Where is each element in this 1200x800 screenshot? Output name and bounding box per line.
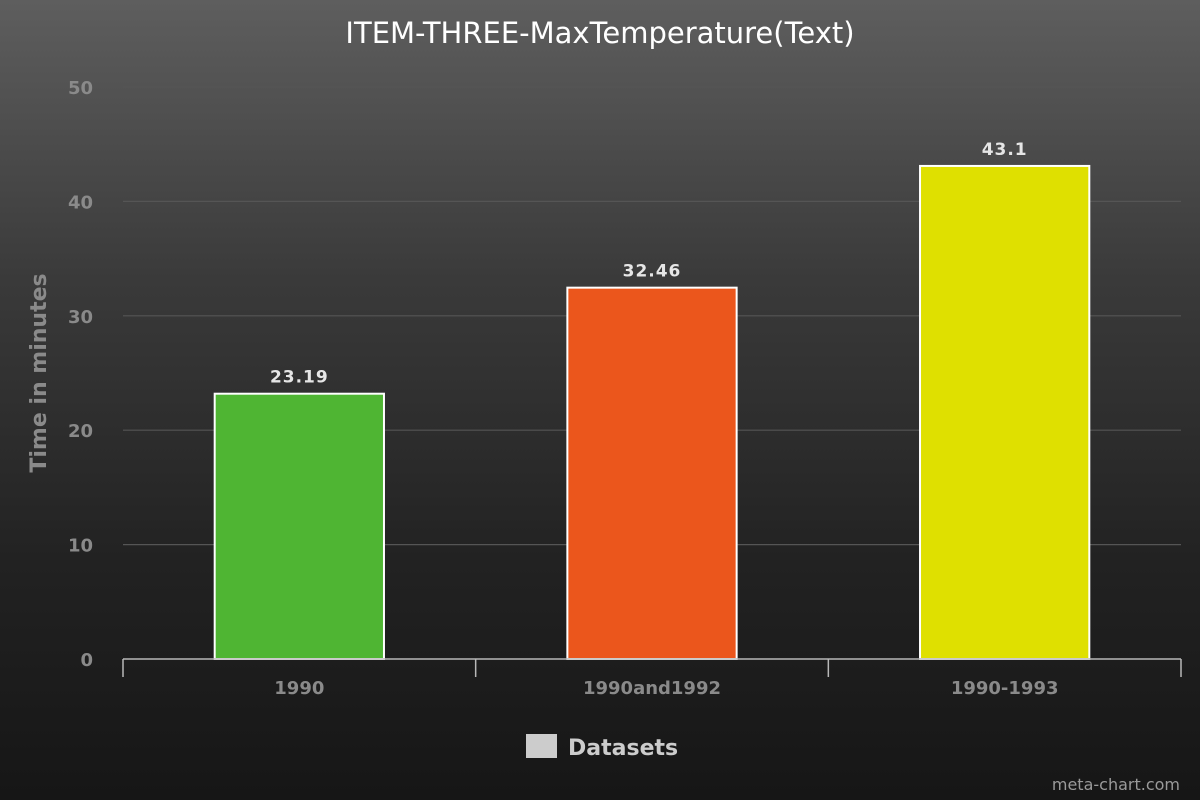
bars [213, 164, 1091, 660]
chart-title: ITEM-THREE-MaxTemperature(Text) [345, 16, 854, 50]
bar[interactable] [213, 392, 385, 660]
data-label: 23.19 [270, 368, 329, 388]
data-label: 32.46 [623, 262, 682, 282]
y-tick-label: 0 [80, 650, 93, 671]
legend[interactable]: Datasets [526, 734, 678, 761]
bar[interactable] [566, 286, 738, 660]
y-tick-label: 50 [68, 78, 93, 99]
bar[interactable] [919, 164, 1091, 660]
y-tick-label: 20 [68, 421, 93, 442]
x-tick-label: 1990and1992 [583, 678, 721, 699]
value-labels: 23.19 32.46 43.1 [270, 140, 1028, 388]
x-axis-ticks: 1990 1990and1992 1990-1993 [274, 678, 1058, 699]
x-tick-label: 1990 [274, 678, 324, 699]
y-tick-label: 10 [68, 536, 93, 557]
y-axis-ticks: 0 10 20 30 40 50 [68, 78, 93, 671]
data-label: 43.1 [982, 140, 1028, 160]
x-axis [122, 658, 1182, 677]
y-tick-label: 30 [68, 307, 93, 328]
x-tick-label: 1990-1993 [951, 678, 1059, 699]
credit-text[interactable]: meta-chart.com [1052, 775, 1180, 794]
y-tick-label: 40 [68, 192, 93, 213]
legend-swatch [526, 734, 557, 758]
legend-label: Datasets [568, 736, 678, 761]
y-axis-label: Time in minutes [27, 273, 52, 472]
